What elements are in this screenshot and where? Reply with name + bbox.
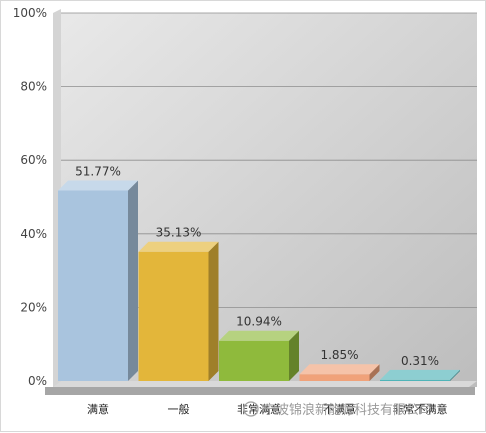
bar [299, 374, 370, 381]
x-tick-label: 非常满意 [237, 402, 281, 416]
data-label: 10.94% [236, 315, 282, 329]
bar-top [138, 241, 219, 252]
data-label: 51.77% [75, 164, 121, 178]
data-label: 0.31% [401, 354, 439, 368]
data-label: 35.13% [156, 226, 202, 240]
x-axis-labels: 满意 一般 非常满意 不满意 非常不满意 [87, 402, 448, 416]
bar [219, 340, 289, 381]
y-axis-ticks: 0% 20% 40% 60% 80% 100% [13, 6, 47, 388]
floor-top [53, 381, 477, 387]
y-tick-label: 20% [20, 300, 47, 314]
wechat-icon [243, 401, 259, 417]
y-tick-label: 80% [20, 80, 47, 94]
bar-side [450, 369, 460, 381]
data-label: 1.85% [320, 348, 358, 362]
y-tick-label: 100% [13, 6, 47, 20]
bar-top [299, 364, 380, 375]
x-tick-label: 非常不满意 [393, 402, 448, 416]
chart-floor [45, 381, 477, 395]
bar-top [219, 330, 299, 341]
bar [138, 251, 209, 381]
x-tick-label: 不满意 [323, 402, 356, 416]
x-tick-label: 一般 [168, 403, 190, 416]
bars: 51.77% 35.13% 10.94% 1.85% 0.31% [58, 164, 460, 381]
y-tick-label: 40% [20, 227, 47, 241]
bar-top [58, 180, 138, 191]
bar-side [369, 364, 380, 381]
bar [58, 190, 128, 381]
floor-front [45, 387, 475, 395]
watermark: 宁波锦浪新能源科技有限公司 [243, 401, 432, 418]
bar [380, 379, 450, 381]
watermark-text: 宁波锦浪新能源科技有限公司 [263, 402, 432, 418]
bar-top [380, 369, 460, 380]
bar-side [128, 180, 138, 381]
bar-side [208, 241, 219, 381]
y-tick-label: 60% [20, 153, 47, 167]
y-tick-label: 0% [28, 374, 47, 388]
bar-side [289, 330, 299, 381]
x-tick-label: 满意 [87, 402, 109, 416]
